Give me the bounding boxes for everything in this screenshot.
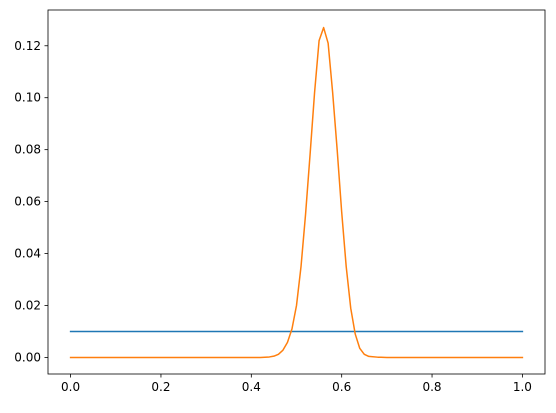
x-axis: 0.0 0.2 0.4 0.6 0.8 1.0 (61, 374, 532, 394)
plot-area (48, 10, 545, 374)
x-tick-label-2: 0.4 (242, 380, 261, 394)
series-layer (69, 26, 524, 359)
plot-frame (47, 9, 546, 375)
x-tick-label-1: 0.2 (151, 380, 170, 394)
x-tick-label-0: 0.0 (61, 380, 80, 394)
y-tick-label-3: 0.06 (14, 195, 41, 209)
y-tick-label-4: 0.08 (14, 143, 41, 157)
y-tick-label-5: 0.10 (14, 91, 41, 105)
x-tick-label-4: 0.8 (422, 380, 441, 394)
y-tick-label-0: 0.00 (14, 350, 41, 364)
y-tick-label-2: 0.04 (14, 247, 41, 261)
y-axis: 0.00 0.02 0.04 0.06 0.08 0.10 0.12 (14, 39, 48, 364)
series-line-2 (69, 26, 524, 359)
y-tick-label-6: 0.12 (14, 39, 41, 53)
y-tick-label-1: 0.02 (14, 299, 41, 313)
x-tick-label-5: 1.0 (513, 380, 532, 394)
x-tick-label-3: 0.6 (332, 380, 351, 394)
